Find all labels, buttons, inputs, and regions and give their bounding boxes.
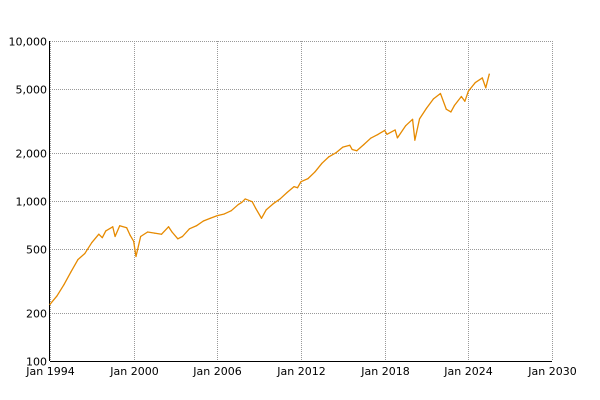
y-tick-label: 500 [26, 244, 47, 257]
data-point [260, 217, 263, 219]
data-point [147, 231, 149, 233]
data-point [56, 295, 58, 297]
data-point [296, 187, 299, 189]
data-point [460, 95, 462, 98]
data-point [241, 201, 243, 203]
data-point [195, 225, 198, 227]
y-tick-label: 100 [26, 356, 47, 369]
data-point [98, 233, 100, 235]
y-tick-label: 5,000 [16, 84, 48, 97]
data-point [425, 107, 428, 109]
data-point [386, 133, 388, 135]
data-point [485, 87, 487, 89]
grid [50, 41, 553, 362]
data-point [177, 238, 179, 240]
data-point [105, 230, 107, 232]
data-point [91, 241, 93, 244]
series-line [49, 73, 490, 305]
data-point [230, 210, 232, 212]
data-point [223, 213, 225, 215]
data-point [84, 252, 86, 255]
data-point [293, 186, 295, 188]
data-point [342, 146, 344, 148]
data-point [394, 129, 396, 131]
data-point [321, 162, 323, 164]
data-point [112, 226, 114, 228]
data-point [244, 198, 246, 200]
data-point [171, 231, 173, 233]
x-tick-label: Jan 2012 [276, 365, 325, 378]
data-point [488, 73, 490, 75]
data-point [418, 118, 421, 120]
data-point [414, 139, 416, 141]
data-point [335, 152, 337, 154]
data-point [70, 271, 72, 273]
data-point [63, 284, 65, 286]
data-point [77, 259, 79, 261]
data-point [439, 92, 442, 95]
data-point [453, 104, 455, 107]
x-tick-label: Jan 1994 [25, 365, 74, 378]
data-point [404, 125, 407, 127]
data-point [119, 225, 121, 227]
data-point [209, 217, 211, 219]
data-point [445, 108, 447, 110]
series-layer [49, 73, 490, 305]
data-point [286, 191, 288, 194]
x-tick-label: Jan 2030 [527, 365, 576, 378]
data-point [370, 137, 372, 139]
data-point [129, 234, 131, 236]
data-point [467, 90, 469, 92]
data-point [272, 203, 274, 205]
data-point [384, 129, 386, 132]
data-point [237, 203, 239, 206]
data-point [349, 144, 351, 146]
y-tick-label: 1,000 [16, 196, 48, 209]
data-point [314, 171, 316, 173]
data-point [363, 144, 365, 146]
data-point [396, 137, 399, 139]
data-point [126, 227, 128, 229]
data-point [255, 207, 257, 209]
data-point [279, 198, 281, 200]
data-point [307, 178, 309, 180]
data-point [202, 220, 204, 222]
x-tick-label: Jan 2006 [192, 365, 241, 378]
data-point [464, 100, 466, 102]
data-point [328, 156, 330, 158]
axes [49, 41, 552, 362]
data-point [411, 118, 414, 120]
data-point [114, 235, 116, 238]
data-point [49, 303, 51, 305]
y-tick-label: 10,000 [9, 36, 48, 49]
data-point [251, 201, 253, 203]
data-point [351, 148, 353, 151]
x-tick-label: Jan 2024 [443, 365, 492, 378]
y-tick-label: 2,000 [16, 148, 48, 161]
data-point [153, 232, 156, 234]
data-point [432, 98, 435, 100]
data-point [216, 215, 218, 217]
data-point [265, 209, 267, 211]
data-point [167, 226, 170, 228]
data-point [356, 150, 358, 152]
x-tick-label: Jan 2018 [360, 365, 409, 378]
data-point [181, 235, 184, 238]
data-point [135, 255, 137, 258]
data-point [133, 240, 135, 242]
data-point [101, 237, 103, 239]
data-point [140, 235, 142, 238]
data-point [481, 77, 483, 79]
data-point [450, 111, 452, 113]
data-point [300, 181, 302, 183]
data-point [474, 81, 476, 84]
y-tick-label: 200 [26, 308, 47, 321]
data-point [377, 134, 379, 136]
data-point [188, 228, 191, 230]
data-point [160, 233, 163, 235]
x-tick-label: Jan 2000 [109, 365, 158, 378]
